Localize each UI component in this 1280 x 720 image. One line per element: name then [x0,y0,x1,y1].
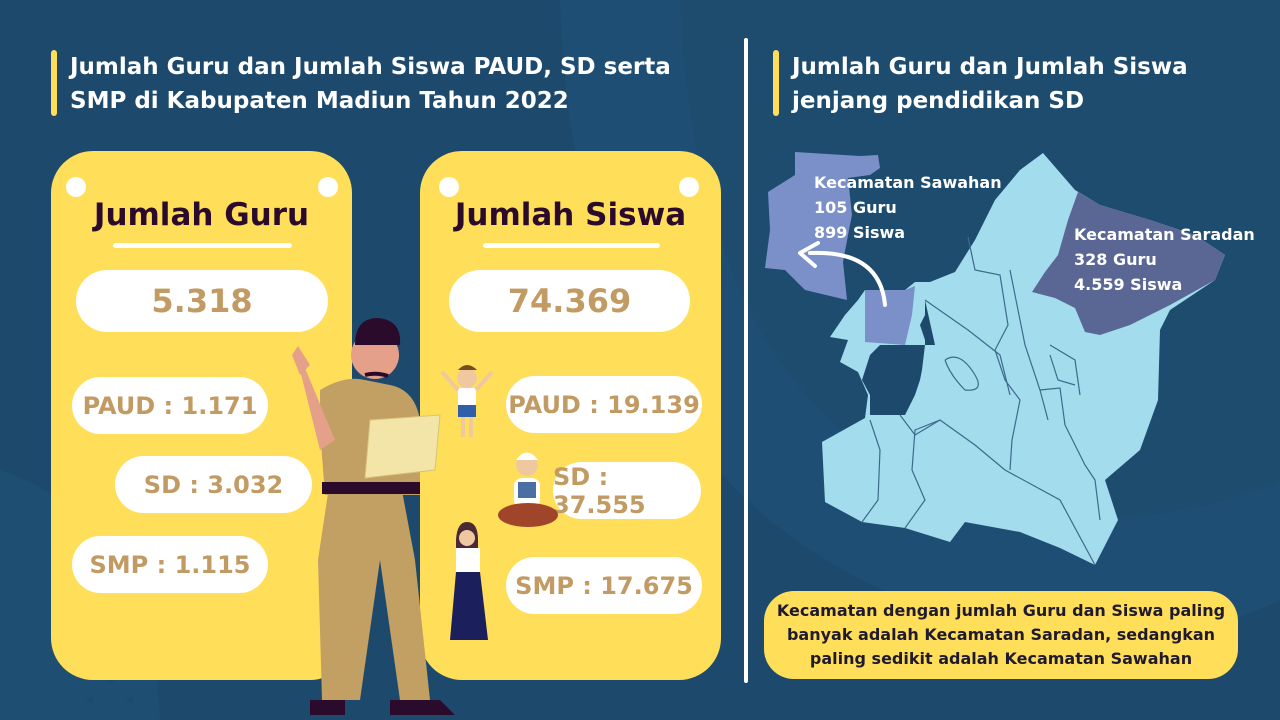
map-saradan-region[interactable] [1032,192,1225,335]
student-paud-illustration [440,365,494,437]
guru-card-title: Jumlah Guru [93,197,310,233]
siswa-card-title: Jumlah Siswa [454,197,687,233]
right-title: Jumlah Guru dan Jumlah Siswa jenjang pen… [792,50,1188,118]
card-hole [318,177,338,197]
siswa-smp: SMP : 17.675 [506,557,702,614]
title-accent-bar [773,50,779,116]
map-sawahan-inset [765,152,880,300]
sawahan-guru: 105 Guru [814,198,897,217]
card-hole [679,177,699,197]
guru-card: Jumlah Guru 5.318 PAUD : 1.171 SD : 3.03… [51,151,352,680]
siswa-paud: PAUD : 19.139 [506,376,702,433]
map-sawahan-region[interactable] [865,286,915,345]
sawahan-label: Kecamatan Sawahan 105 Guru 899 Siswa [814,170,1002,245]
title-underline [483,243,660,248]
left-title-line-2: SMP di Kabupaten Madiun Tahun 2022 [70,88,569,114]
card-hole [439,177,459,197]
siswa-total: 74.369 [449,270,690,332]
title-underline [113,243,292,248]
saradan-siswa: 4.559 Siswa [1074,275,1183,294]
map-district-borders [861,236,1101,566]
guru-total: 5.318 [76,270,328,332]
siswa-sd: SD : 37.555 [553,462,701,519]
student-sd-illustration [498,452,558,527]
card-hole [66,177,86,197]
guru-sd: SD : 3.032 [115,456,312,513]
right-title-line-2: jenjang pendidikan SD [792,88,1085,114]
summary-note: Kecamatan dengan jumlah Guru dan Siswa p… [764,591,1238,679]
saradan-guru: 328 Guru [1074,250,1157,269]
curved-arrow [798,241,887,307]
sawahan-siswa: 899 Siswa [814,223,906,242]
map-enclave [862,300,935,415]
guru-smp: SMP : 1.115 [72,536,268,593]
right-title-line-1: Jumlah Guru dan Jumlah Siswa [792,54,1188,80]
title-accent-bar [51,50,57,116]
teacher-illustration [292,318,455,715]
sawahan-name: Kecamatan Sawahan [814,173,1002,192]
left-title-line-1: Jumlah Guru dan Jumlah Siswa PAUD, SD se… [70,54,671,80]
vertical-divider [744,38,748,683]
saradan-label: Kecamatan Saradan 328 Guru 4.559 Siswa [1074,222,1255,297]
summary-note-text: Kecamatan dengan jumlah Guru dan Siswa p… [776,601,1226,668]
guru-paud: PAUD : 1.171 [72,377,268,434]
saradan-name: Kecamatan Saradan [1074,225,1255,244]
student-smp-illustration [450,522,488,640]
left-title: Jumlah Guru dan Jumlah Siswa PAUD, SD se… [70,50,671,118]
